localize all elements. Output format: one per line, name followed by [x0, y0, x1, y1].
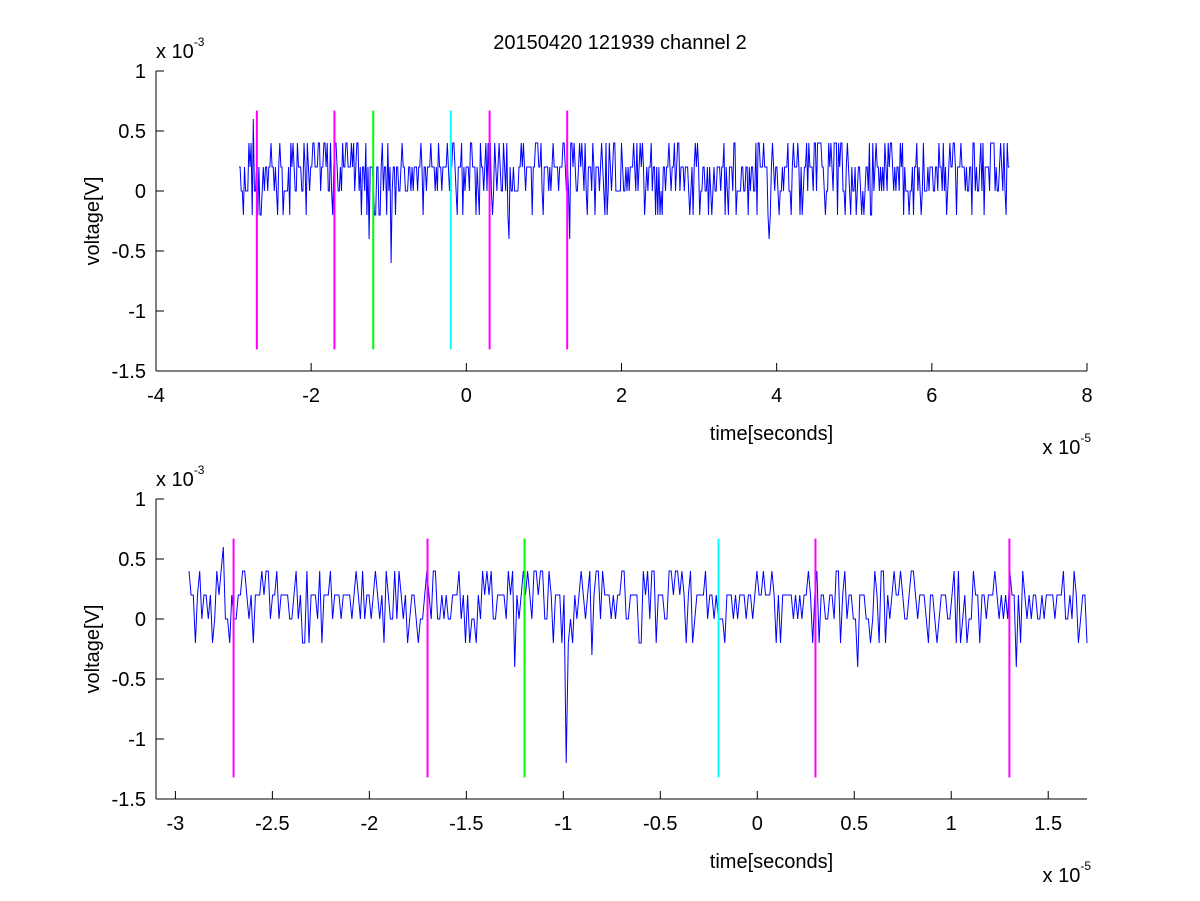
- bottom-subplot: -3 -2.5 -2 -1.5 -1 -0.5 0 0.5 1 1.5 -1.5 -1 -0.5 0 0.5…: [82, 463, 1091, 887]
- x-tick-label: -2: [302, 385, 320, 407]
- signal-trace: [188, 546, 1088, 764]
- y-tick-label: -1: [128, 729, 146, 751]
- y-tick-label: -0.5: [112, 669, 146, 691]
- y-axis-label: voltage[V]: [82, 177, 104, 266]
- x-tick-label: 0: [752, 813, 763, 835]
- y-tick-label: -1.5: [112, 361, 146, 383]
- top-subplot: -4 -2 0 2 4 6 8 -1.5 -1 -0.5 0 0.5 1 time[seconds] vol…: [82, 35, 1093, 459]
- y-tick-label: 0.5: [118, 121, 146, 143]
- y-tick-label: -1.5: [112, 789, 146, 811]
- y-tick-label: 0.5: [118, 549, 146, 571]
- y-axis-label: voltage[V]: [82, 605, 104, 694]
- x-tick-label: -4: [147, 385, 165, 407]
- signal-trace: [239, 118, 1010, 264]
- x-tick-label: -0.5: [643, 813, 677, 835]
- x-tick-label: 6: [926, 385, 937, 407]
- x-tick-label: 2: [616, 385, 627, 407]
- x-tick-label: -3: [166, 813, 184, 835]
- x-tick-label: 1.5: [1034, 813, 1062, 835]
- x-axis-label: time[seconds]: [710, 851, 833, 873]
- x-tick-label: -1.5: [449, 813, 483, 835]
- y-tick-label: 1: [135, 489, 146, 511]
- x-tick-label: 0.5: [840, 813, 868, 835]
- x-axis-label: time[seconds]: [710, 423, 833, 445]
- x-axis-multiplier: x 10-5: [1043, 859, 1092, 887]
- y-tick-label: 1: [135, 61, 146, 83]
- x-axis-multiplier: x 10-5: [1043, 431, 1092, 459]
- x-tick-label: -2.5: [255, 813, 289, 835]
- y-axis-multiplier: x 10-3: [156, 463, 205, 491]
- x-tick-label: 0: [461, 385, 472, 407]
- x-tick-label: -1: [554, 813, 572, 835]
- x-tick-label: 1: [946, 813, 957, 835]
- y-tick-label: -1: [128, 301, 146, 323]
- x-tick-label: 8: [1081, 385, 1092, 407]
- y-tick-label: -0.5: [112, 241, 146, 263]
- y-tick-label: 0: [135, 181, 146, 203]
- x-tick-label: -2: [360, 813, 378, 835]
- x-tick-label: 4: [771, 385, 782, 407]
- y-tick-label: 0: [135, 609, 146, 631]
- y-axis-multiplier: x 10-3: [156, 35, 205, 63]
- figure-title: 20150420 121939 channel 2: [493, 32, 747, 54]
